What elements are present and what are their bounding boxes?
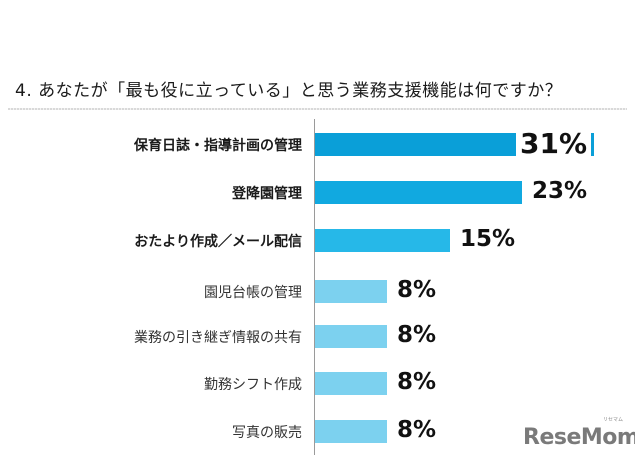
value-label: 8% <box>397 277 437 303</box>
category-label: おたより作成／メール配信 <box>134 234 302 250</box>
bar-row: 写真の販売 8% <box>0 417 635 444</box>
bar <box>315 372 387 395</box>
category-label: 園児台帳の管理 <box>204 285 302 301</box>
resemom-logo: ReseMom <box>523 425 635 450</box>
value-label: 8% <box>397 417 437 443</box>
bar-row: 登降園管理 23% <box>0 178 635 205</box>
value-label: 23% <box>532 178 588 204</box>
bar <box>315 325 387 348</box>
value-label: 8% <box>397 322 437 348</box>
title-divider <box>8 108 627 110</box>
y-axis-line <box>314 119 315 455</box>
bar-row: 勤務シフト作成 8% <box>0 369 635 396</box>
bar <box>315 420 387 443</box>
bar-row: 園児台帳の管理 8% <box>0 277 635 304</box>
bar <box>315 181 522 204</box>
bar-row: 業務の引き継ぎ情報の共有 8% <box>0 322 635 349</box>
category-label: 業務の引き継ぎ情報の共有 <box>134 330 302 346</box>
category-label: 登降園管理 <box>232 186 302 202</box>
value-label: 31% <box>516 127 592 160</box>
value-label: 8% <box>397 369 437 395</box>
bar-row: 保育日誌・指導計画の管理 31% <box>0 127 635 160</box>
bar-row: おたより作成／メール配信 15% <box>0 226 635 253</box>
chart-title: 4. あなたが「最も役に立っている」と思う業務支援機能は何ですか？ <box>15 81 563 101</box>
category-label: 勤務シフト作成 <box>204 377 302 393</box>
category-label: 保育日誌・指導計画の管理 <box>134 138 302 154</box>
category-label: 写真の販売 <box>232 425 302 441</box>
bar <box>315 280 387 303</box>
resemom-logo-sub: リセマム <box>603 417 624 423</box>
value-label: 15% <box>460 226 516 252</box>
bar <box>315 229 450 252</box>
